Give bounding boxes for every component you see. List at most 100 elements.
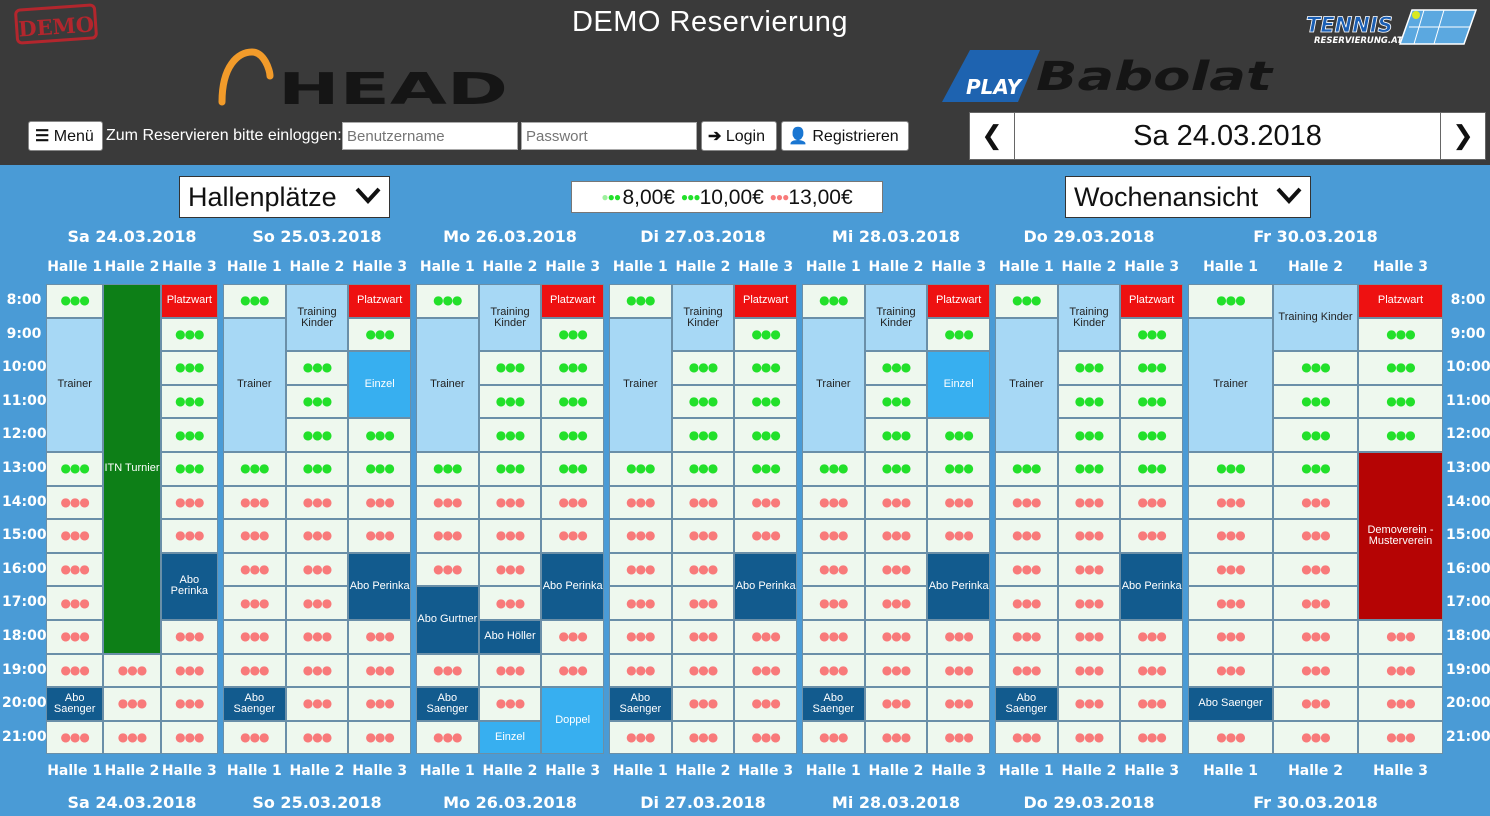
booking-abo[interactable]: Abo Saenger (802, 687, 865, 721)
free-slot[interactable]: ●●● (416, 653, 479, 688)
free-slot[interactable]: ●●● (1188, 485, 1273, 520)
free-slot[interactable]: ●●● (1273, 653, 1358, 688)
username-input[interactable] (342, 122, 518, 150)
free-slot[interactable]: ●●● (1273, 586, 1358, 620)
free-slot[interactable]: ●●● (1057, 653, 1121, 688)
free-slot[interactable]: ●●● (864, 552, 928, 587)
free-slot[interactable]: ●●● (1057, 519, 1121, 553)
free-slot[interactable]: ●●● (348, 720, 411, 755)
free-slot[interactable]: ●●● (416, 720, 479, 755)
day-header[interactable]: Fr 30.03.2018 (1253, 227, 1378, 246)
free-slot[interactable]: ●●● (1057, 418, 1121, 452)
booking-abo[interactable]: Abo Saenger (995, 687, 1058, 721)
booking-trainer[interactable]: Trainer (995, 317, 1058, 452)
free-slot[interactable]: ●●● (864, 351, 928, 385)
free-slot[interactable]: ●●● (285, 720, 349, 755)
free-slot[interactable]: ●●● (223, 720, 286, 755)
free-slot[interactable]: ●●● (864, 687, 928, 721)
free-slot[interactable]: ●●● (1188, 586, 1273, 620)
free-slot[interactable]: ●●● (1358, 620, 1443, 654)
free-slot[interactable]: ●●● (734, 452, 797, 486)
free-slot[interactable]: ●●● (46, 653, 104, 688)
free-slot[interactable]: ●●● (348, 452, 411, 486)
free-slot[interactable]: ●●● (927, 418, 990, 452)
free-slot[interactable]: ●●● (927, 452, 990, 486)
free-slot[interactable]: ●●● (223, 519, 286, 553)
free-slot[interactable]: ●●● (864, 418, 928, 452)
free-slot[interactable]: ●●● (541, 351, 604, 385)
free-slot[interactable]: ●●● (478, 485, 542, 520)
free-slot[interactable]: ●●● (285, 586, 349, 620)
booking-trainer[interactable]: Training Kinder (864, 284, 928, 352)
booking-abo[interactable]: Abo Saenger (416, 687, 479, 721)
free-slot[interactable]: ●●● (995, 519, 1058, 553)
free-slot[interactable]: ●●● (1057, 485, 1121, 520)
free-slot[interactable]: ●●● (285, 351, 349, 385)
free-slot[interactable]: ●●● (927, 687, 990, 721)
free-slot[interactable]: ●●● (1188, 653, 1273, 688)
next-day-button[interactable]: ❯ (1440, 113, 1485, 159)
free-slot[interactable]: ●●● (1273, 687, 1358, 721)
free-slot[interactable]: ●●● (223, 452, 286, 486)
free-slot[interactable]: ●●● (1057, 452, 1121, 486)
free-slot[interactable]: ●●● (1120, 519, 1183, 553)
free-slot[interactable]: ●●● (1273, 452, 1358, 486)
free-slot[interactable]: ●●● (348, 418, 411, 452)
login-button[interactable]: ➔ Login (701, 121, 777, 151)
free-slot[interactable]: ●●● (609, 552, 672, 587)
booking-abo[interactable]: Abo Perinka (734, 552, 797, 620)
booking-trainer[interactable]: Trainer (416, 317, 479, 452)
free-slot[interactable]: ●●● (1057, 687, 1121, 721)
free-slot[interactable]: ●●● (671, 485, 735, 520)
booking-trainer[interactable]: Trainer (46, 317, 104, 452)
day-header[interactable]: Di 27.03.2018 (640, 227, 766, 246)
free-slot[interactable]: ●●● (541, 452, 604, 486)
free-slot[interactable]: ●●● (1057, 586, 1121, 620)
free-slot[interactable]: ●●● (864, 720, 928, 755)
free-slot[interactable]: ●●● (927, 720, 990, 755)
free-slot[interactable]: ●●● (1358, 720, 1443, 755)
free-slot[interactable]: ●●● (348, 653, 411, 688)
free-slot[interactable]: ●●● (927, 653, 990, 688)
booking-trainer[interactable]: Training Kinder (478, 284, 542, 352)
free-slot[interactable]: ●●● (671, 384, 735, 419)
free-slot[interactable]: ●●● (927, 620, 990, 654)
free-slot[interactable]: ●●● (46, 485, 104, 520)
free-slot[interactable]: ●●● (1273, 720, 1358, 755)
day-header[interactable]: Di 27.03.2018 (640, 793, 766, 812)
booking-abo[interactable]: Abo Perinka (541, 552, 604, 620)
free-slot[interactable]: ●●● (995, 552, 1058, 587)
free-slot[interactable]: ●●● (1358, 351, 1443, 385)
free-slot[interactable]: ●●● (223, 552, 286, 587)
free-slot[interactable]: ●●● (478, 586, 542, 620)
booking-platzwart[interactable]: Platzwart (160, 284, 218, 318)
free-slot[interactable]: ●●● (1120, 720, 1183, 755)
free-slot[interactable]: ●●● (1120, 452, 1183, 486)
free-slot[interactable]: ●●● (160, 452, 218, 486)
free-slot[interactable]: ●●● (160, 418, 218, 452)
free-slot[interactable]: ●●● (160, 519, 218, 553)
free-slot[interactable]: ●●● (671, 586, 735, 620)
free-slot[interactable]: ●●● (223, 586, 286, 620)
booking-abo[interactable]: Abo Perinka (160, 552, 218, 620)
free-slot[interactable]: ●●● (609, 586, 672, 620)
booking-trainer[interactable]: Trainer (223, 317, 286, 452)
free-slot[interactable]: ●●● (285, 418, 349, 452)
booking-einzel[interactable]: Einzel (478, 720, 542, 755)
free-slot[interactable]: ●●● (802, 519, 865, 553)
free-slot[interactable]: ●●● (160, 687, 218, 721)
free-slot[interactable]: ●●● (802, 485, 865, 520)
free-slot[interactable]: ●●● (802, 552, 865, 587)
free-slot[interactable]: ●●● (734, 418, 797, 452)
free-slot[interactable]: ●●● (734, 620, 797, 654)
free-slot[interactable]: ●●● (1057, 620, 1121, 654)
booking-abo[interactable]: Abo Saenger (1188, 687, 1273, 721)
area-select[interactable]: Hallenplätze (179, 176, 390, 218)
free-slot[interactable]: ●●● (864, 620, 928, 654)
free-slot[interactable]: ●●● (1188, 519, 1273, 553)
free-slot[interactable]: ●●● (285, 519, 349, 553)
free-slot[interactable]: ●●● (1188, 720, 1273, 755)
booking-einzel[interactable]: Einzel (927, 351, 990, 419)
free-slot[interactable]: ●●● (416, 519, 479, 553)
tennis-reservierung-logo[interactable]: TENNIS RESERVIERUNG.AT (1304, 8, 1479, 48)
